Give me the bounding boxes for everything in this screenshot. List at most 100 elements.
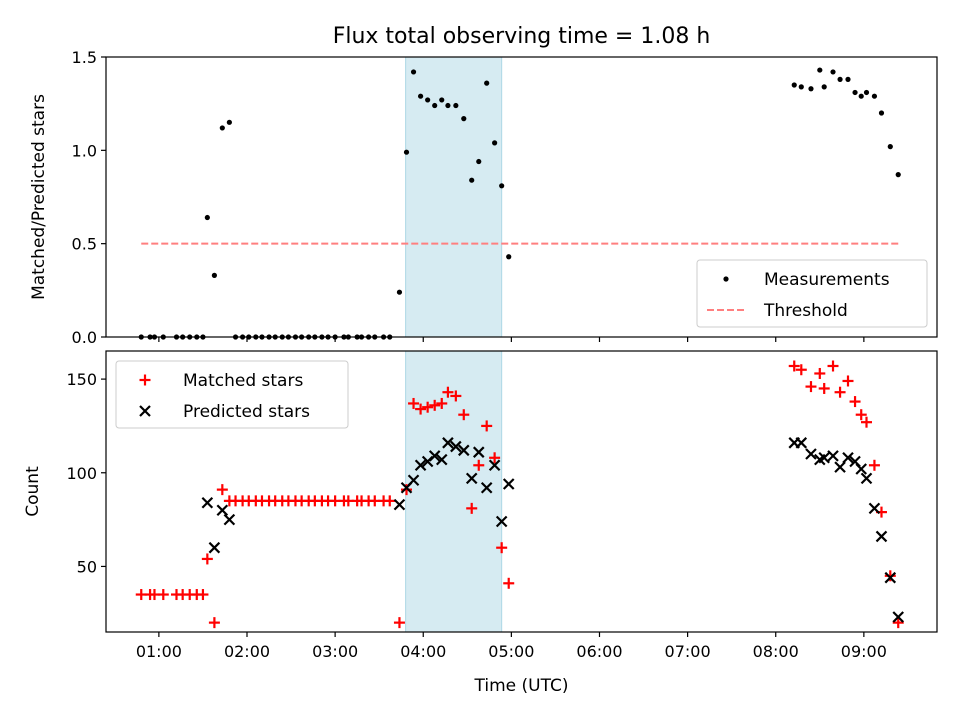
bottom-point-1-14-b — [465, 472, 478, 485]
bottom-point-1-18 — [495, 515, 508, 528]
bottom-point-0-10 — [208, 617, 220, 629]
top-legend-label-0: Measurements — [764, 270, 890, 290]
top-point-0-59 — [837, 76, 843, 82]
bottom-point-0-61 — [849, 396, 861, 408]
bottom-point-1-6 — [407, 474, 420, 487]
top-point-0-9 — [204, 214, 210, 221]
bottom-point-1-24-b — [818, 452, 830, 464]
bottom-point-1-26 — [834, 461, 846, 473]
x-tick-label-0: 01:00 — [136, 642, 182, 661]
top-y-tick-label-3: 1.5 — [72, 48, 97, 67]
bottom-legend-marker-1-b — [139, 405, 151, 417]
bottom-point-0-56 — [814, 367, 826, 379]
bottom-series-matched-stars — [135, 360, 904, 629]
x-tick-label-1: 02:00 — [224, 642, 270, 661]
top-point-0-67 — [895, 172, 901, 178]
bottom-point-1-22 — [805, 448, 817, 460]
top-point-0-56 — [817, 67, 823, 73]
bottom-point-0-59 — [834, 386, 846, 398]
bottom-point-0-64 — [868, 459, 880, 471]
bottom-point-1-25-b — [827, 450, 839, 462]
bottom-point-1-16-b — [480, 481, 493, 494]
bottom-point-0-44 — [442, 386, 454, 398]
bottom-point-0-37 — [393, 617, 405, 629]
bottom-point-1-22-b — [805, 448, 817, 460]
top-point-0-38 — [403, 149, 410, 155]
bottom-point-1-16 — [480, 481, 493, 494]
bottom-y-tick-label-0: 50 — [77, 557, 97, 576]
bottom-legend: Matched stars Predicted stars — [115, 360, 349, 429]
bottom-point-0-48 — [473, 459, 485, 471]
top-point-0-62 — [858, 93, 864, 99]
bottom-point-0-66 — [884, 570, 896, 582]
bottom-y-tick-label-1: 100 — [66, 464, 97, 483]
bottom-point-1-19 — [502, 478, 515, 490]
bottom-point-0-47 — [466, 502, 478, 514]
bottom-point-0-62 — [855, 409, 867, 421]
bottom-series-predicted-stars — [201, 437, 905, 623]
top-point-0-44 — [445, 102, 451, 109]
top-highlight-span — [405, 56, 503, 338]
bottom-point-1-1 — [208, 541, 221, 554]
bottom-point-1-7 — [414, 459, 427, 472]
top-point-0-42 — [432, 102, 438, 109]
bottom-point-1-31-b — [868, 502, 881, 515]
bottom-point-0-60 — [842, 375, 854, 387]
bottom-point-1-26-b — [834, 461, 846, 473]
top-y-axis-label: Matched/Predicted stars — [29, 94, 49, 300]
chart-title: Flux total observing time = 1.08 h — [333, 24, 711, 49]
bottom-point-1-34-b — [892, 611, 905, 623]
bottom-highlight-span — [405, 350, 503, 633]
bottom-point-1-21 — [795, 437, 808, 449]
bottom-point-1-32-b — [875, 530, 888, 543]
bottom-point-0-50 — [489, 452, 501, 464]
bottom-y-tick-label-2: 150 — [66, 370, 97, 389]
bottom-point-1-14 — [465, 472, 478, 485]
bottom-point-0-42 — [429, 399, 441, 411]
top-y-tick-label-0: 0.0 — [72, 328, 97, 347]
bottom-legend-label-0: Matched stars — [183, 371, 303, 391]
bottom-point-1-24 — [818, 452, 830, 464]
top-point-0-55 — [808, 86, 814, 92]
bottom-point-0-67 — [892, 617, 904, 629]
x-tick-label-5: 06:00 — [576, 642, 622, 661]
bottom-point-0-45 — [450, 390, 462, 402]
top-point-0-65 — [878, 110, 885, 116]
top-axes-frame — [105, 56, 938, 338]
top-point-0-47 — [469, 177, 475, 183]
top-point-0-53 — [791, 82, 797, 88]
bottom-point-0-55 — [805, 381, 817, 393]
top-point-0-54 — [798, 84, 804, 90]
bottom-point-0-52 — [503, 577, 515, 589]
top-point-0-58 — [830, 69, 836, 75]
top-legend-marker-0 — [723, 276, 729, 282]
x-tick-label-6: 07:00 — [665, 642, 711, 661]
bottom-point-1-9-b — [428, 450, 441, 462]
bottom-point-1-13-b — [458, 444, 470, 457]
bottom-point-1-17 — [488, 459, 501, 472]
bottom-point-1-10 — [435, 453, 448, 466]
top-y-tick-label-1: 0.5 — [72, 235, 97, 254]
x-tick-label-8: 09:00 — [841, 642, 887, 661]
bottom-point-1-27-b — [842, 452, 854, 464]
x-axis-label: Time (UTC) — [474, 676, 569, 696]
bottom-point-1-10-b — [435, 453, 448, 466]
top-point-0-57 — [821, 84, 827, 90]
top-point-0-46 — [461, 116, 467, 122]
bottom-point-1-33 — [884, 571, 897, 584]
top-y-tick-label-2: 1.0 — [72, 141, 97, 160]
bottom-point-1-12-b — [450, 440, 462, 453]
bottom-point-0-11 — [216, 484, 228, 496]
x-tick-label-7: 08:00 — [753, 642, 799, 661]
bottom-point-1-11 — [442, 437, 454, 449]
bottom-point-0-46 — [458, 409, 470, 421]
bottom-point-1-11-b — [442, 437, 454, 449]
bottom-point-0-43 — [436, 397, 448, 409]
bottom-point-1-7-b — [414, 459, 427, 472]
top-point-0-48 — [476, 158, 482, 165]
bottom-point-1-15 — [472, 446, 485, 458]
bottom-point-1-0-b — [201, 496, 214, 509]
top-point-0-11 — [219, 125, 225, 131]
bottom-legend-label-1: Predicted stars — [183, 402, 310, 422]
